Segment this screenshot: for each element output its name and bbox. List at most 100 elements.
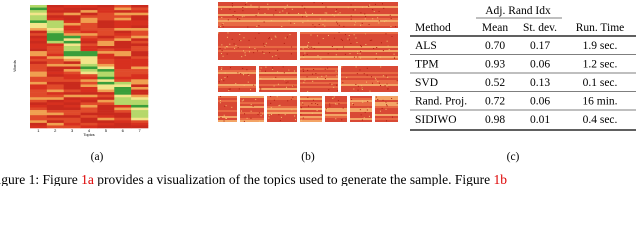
- texture-dot: [313, 69, 315, 71]
- heat-cell: [97, 120, 115, 124]
- heat-cell: [63, 76, 81, 80]
- heat-cell: [30, 110, 48, 113]
- texture-stripe: [300, 78, 338, 80]
- texture-stripe: [300, 102, 322, 104]
- heat-cell: [97, 35, 115, 39]
- heat-cell: [114, 115, 132, 119]
- heat-cell: [131, 20, 149, 24]
- heat-cell: [30, 5, 48, 8]
- texture-stripe: [300, 48, 398, 50]
- texture-block: [218, 2, 398, 28]
- texture-dot: [336, 103, 338, 105]
- heat-cell: [97, 38, 115, 42]
- heat-cell: [46, 38, 65, 42]
- texture-dot: [263, 45, 265, 47]
- texture-dot: [342, 39, 344, 41]
- texture-stripe: [325, 98, 347, 100]
- heat-cell: [30, 76, 48, 80]
- texture-dot: [227, 46, 229, 48]
- texture-dot: [304, 52, 306, 54]
- heat-cell: [97, 12, 115, 16]
- texture-dot: [316, 35, 318, 37]
- texture-dot: [239, 33, 241, 35]
- heat-cell: [46, 61, 65, 65]
- heat-cell: [46, 69, 65, 72]
- heat-cell: [114, 40, 132, 44]
- texture-dot: [223, 116, 225, 118]
- heat-cell: [30, 38, 48, 42]
- texture-dot: [225, 105, 227, 107]
- texture-dot: [300, 14, 302, 16]
- heat-cell: [30, 81, 48, 85]
- panel-label: (c): [507, 151, 520, 163]
- heat-cell: [63, 63, 81, 67]
- heat-cell: [114, 48, 132, 52]
- texture-stripe: [300, 36, 398, 38]
- heat-cell: [30, 51, 48, 54]
- heat-cell: [63, 112, 81, 116]
- texture-stripe: [375, 116, 398, 118]
- texture-dot: [331, 84, 333, 86]
- heat-cell: [114, 71, 132, 75]
- texture-dot: [363, 73, 365, 75]
- texture-dot: [374, 77, 376, 79]
- heat-cell: [114, 94, 132, 98]
- heat-cell: [114, 125, 132, 129]
- texture-dot: [221, 79, 223, 81]
- texture-dot: [270, 107, 272, 109]
- texture-dot: [307, 44, 309, 46]
- texture-stripe: [300, 112, 322, 114]
- texture-stripe: [300, 58, 398, 60]
- heat-cell: [114, 61, 132, 65]
- heat-cell: [131, 48, 149, 52]
- texture-stripe: [300, 42, 398, 44]
- texture-dot: [364, 18, 366, 20]
- heat-cell: [97, 84, 115, 88]
- texture-stripe: [350, 116, 372, 118]
- texture-dot: [302, 102, 304, 104]
- texture-dot: [316, 77, 318, 79]
- texture-stripe: [218, 104, 237, 106]
- heat-cell: [114, 92, 132, 95]
- heat-cell: [80, 17, 98, 21]
- heat-cell: [46, 99, 65, 103]
- texture-dot: [219, 100, 221, 102]
- heat-cell: [97, 112, 115, 116]
- texture-dot: [359, 53, 361, 55]
- texture-stripe: [300, 44, 398, 46]
- table-cell: 1.9 sec.: [583, 40, 618, 52]
- table-cell: 0.1 sec.: [583, 77, 618, 89]
- heat-cell: [114, 89, 132, 93]
- texture-dot: [357, 85, 359, 87]
- texture-dot: [305, 13, 307, 15]
- heat-cell: [114, 22, 132, 26]
- texture-dot: [386, 105, 388, 107]
- texture-stripe: [259, 84, 297, 86]
- texture-dot: [278, 114, 280, 116]
- texture-dot: [226, 53, 228, 55]
- texture-stripe: [325, 104, 347, 106]
- caption: Figure 1: Figure 1a provides a visualiza…: [0, 172, 507, 186]
- heat-cell: [114, 25, 132, 29]
- texture-stripe: [218, 4, 398, 6]
- heat-cell: [46, 112, 65, 116]
- texture-dot: [278, 105, 280, 107]
- texture-dot: [375, 58, 377, 60]
- texture-dot: [274, 35, 276, 37]
- texture-dot: [283, 42, 285, 44]
- texture-dot: [280, 116, 282, 118]
- heat-cell: [131, 115, 149, 119]
- heat-cell: [97, 33, 115, 37]
- texture-dot: [369, 39, 371, 41]
- texture-dot: [279, 104, 281, 106]
- texture-dot: [328, 89, 330, 91]
- texture-dot: [300, 119, 302, 121]
- heat-cell: [114, 69, 132, 72]
- texture-stripe: [240, 106, 264, 108]
- heat-cell: [80, 28, 98, 31]
- heat-cell: [30, 97, 48, 101]
- heat-cell: [80, 92, 98, 95]
- texture-dot: [294, 119, 296, 121]
- heat-cell: [131, 66, 149, 70]
- texture-stripe: [218, 102, 237, 104]
